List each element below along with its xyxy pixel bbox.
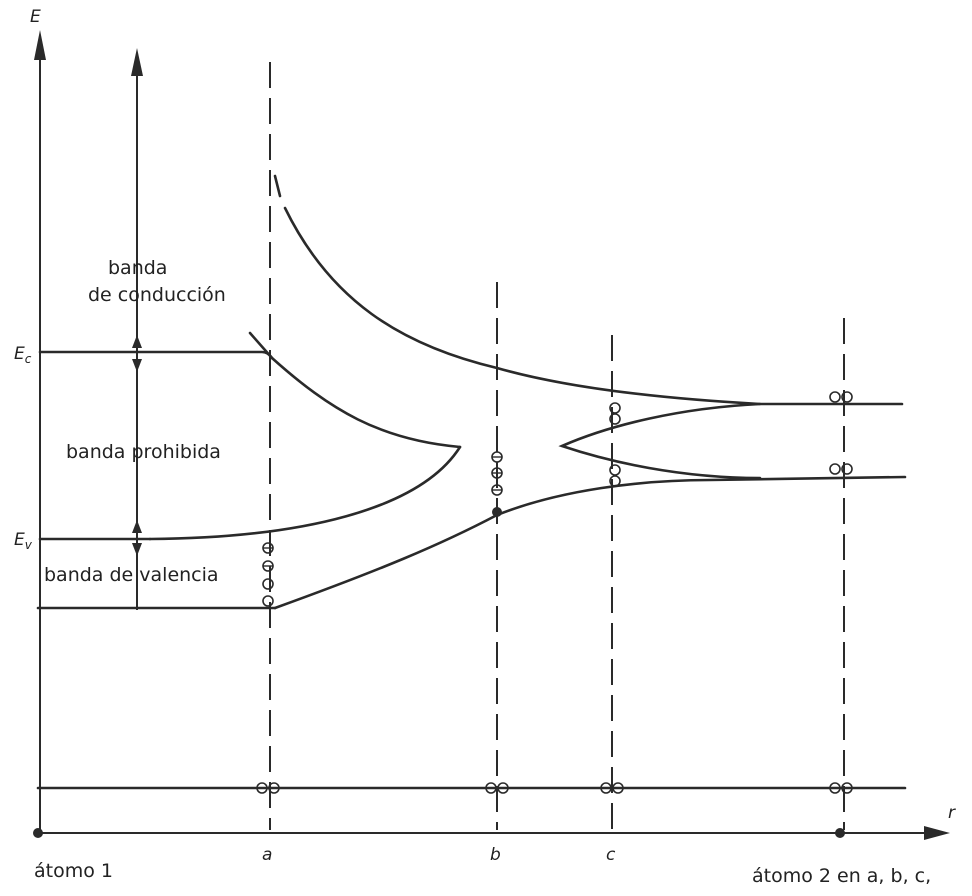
conduction-upper-curve xyxy=(273,174,904,406)
atom1-marker xyxy=(33,828,43,838)
band-arrow xyxy=(131,48,143,610)
position-b-label: b xyxy=(490,845,501,865)
splitting-cusp-curve xyxy=(558,402,762,480)
energy-axis-label: E xyxy=(30,7,41,27)
conduction-band-label-1: banda xyxy=(108,257,167,279)
valence-bottom-curve xyxy=(273,475,907,610)
electrons-at-c xyxy=(609,402,621,487)
ec-label: Ec xyxy=(14,344,32,366)
position-a-label: a xyxy=(262,845,272,865)
electrons-at-a xyxy=(262,542,274,607)
core-electrons xyxy=(256,782,853,794)
position-c-label: c xyxy=(606,845,616,865)
electrons-at-atom2 xyxy=(829,391,853,475)
atom2-marker xyxy=(835,828,845,838)
valence-top-curve xyxy=(148,445,462,541)
ev-label: Ev xyxy=(14,530,33,552)
distance-axis-label: r xyxy=(948,803,956,823)
ec-level-kink xyxy=(248,331,274,360)
distance-axis: r xyxy=(38,803,956,840)
electrons-at-b xyxy=(491,451,503,517)
atom1-label: átomo 1 xyxy=(34,860,113,882)
forbidden-band-label: banda prohibida xyxy=(66,441,221,463)
valence-band-label: banda de valencia xyxy=(44,564,219,586)
conduction-bottom-curve xyxy=(270,356,462,449)
energy-axis: E xyxy=(30,7,46,833)
ec-level-line xyxy=(38,350,274,360)
conduction-band-label-2: de conducción xyxy=(88,284,226,306)
atom2-label: átomo 2 en a, b, c, xyxy=(752,865,931,887)
